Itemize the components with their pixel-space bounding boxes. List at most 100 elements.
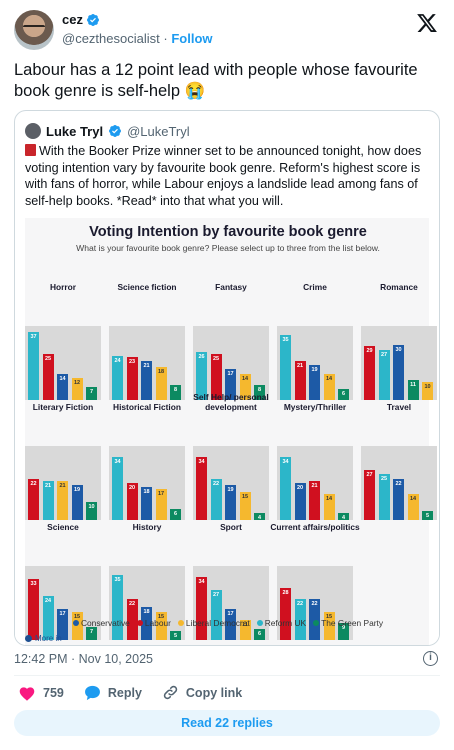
copy-link-button[interactable]: Copy link: [162, 684, 242, 701]
tweet-text: Labour has a 12 point lead with people w…: [14, 61, 418, 100]
chart-bar: 30: [393, 344, 404, 400]
reply-icon: [84, 685, 100, 700]
chart-bar: 18: [141, 486, 152, 520]
panel-title: Sport: [220, 521, 242, 532]
avatar[interactable]: [14, 10, 54, 50]
bar-value-label: 19: [227, 486, 234, 493]
chart-bar: 7: [86, 387, 97, 400]
legend-label: Reform UK: [264, 618, 307, 628]
bar-value-label: 15: [325, 614, 333, 621]
divider: [14, 675, 440, 676]
chart-bar: 19: [309, 364, 320, 400]
read-replies-button[interactable]: Read 22 replies: [14, 710, 440, 736]
bar-value-label: 21: [311, 483, 318, 490]
legend-item: Liberal Democrat: [177, 618, 250, 628]
chart-bar: 17: [225, 608, 236, 640]
panel-title: Fantasy: [215, 281, 247, 292]
chart-image[interactable]: Voting Intention by favourite book genre…: [15, 218, 439, 645]
bar-value-label: 22: [395, 481, 402, 488]
chart-panel: Romance 29 27 30 11 10: [361, 280, 437, 400]
timestamp[interactable]: 12:42 PM · Nov 10, 2025: [14, 652, 153, 666]
chart-bar: 7: [86, 627, 97, 640]
chart-bar: 11: [407, 379, 419, 400]
copy-link-label: Copy link: [185, 685, 243, 700]
author-name[interactable]: cez: [62, 12, 83, 27]
reply-button[interactable]: Reply: [84, 685, 142, 701]
panel-plot-area: 37 25 14 12 7: [25, 326, 101, 400]
chart-panel: Science 33 24 17 15 7: [25, 520, 101, 640]
bar-value-label: 23: [128, 359, 136, 366]
bar-value-label: 14: [325, 496, 333, 503]
chart-bar: 6: [338, 388, 349, 400]
bar-value-label: 20: [296, 485, 304, 491]
bar-value-label: 21: [296, 363, 304, 370]
bar-value-label: 25: [44, 355, 52, 362]
chart-bar: 26: [196, 351, 207, 400]
info-icon[interactable]: i: [423, 651, 438, 666]
reply-label: Reply: [107, 685, 142, 700]
chart-bar: 20: [294, 483, 306, 520]
quoted-author-handle: @LukeTryl: [127, 123, 190, 139]
bar-value-label: 34: [198, 459, 205, 466]
more-in-link[interactable]: More in: [25, 634, 62, 643]
chart-bar: 23: [126, 357, 138, 400]
x-logo-icon[interactable]: [416, 12, 438, 34]
bar-value-label: 15: [73, 614, 81, 621]
chart-bar: 6: [254, 628, 265, 640]
chart-bar: 35: [112, 575, 123, 640]
chart-bar: 19: [71, 484, 83, 520]
panel-title: Crime: [303, 281, 327, 292]
bar-value-label: 5: [425, 512, 430, 519]
panel-plot-area: 22 21 21 19 10: [25, 446, 101, 520]
bar-value-label: 14: [409, 496, 417, 503]
bar-value-label: 17: [227, 610, 234, 617]
panel-plot-area: 24 23 21 18 8: [109, 326, 185, 400]
chart-bar: 19: [225, 484, 236, 520]
bar-value-label: 17: [59, 610, 66, 617]
panel-title: Science: [47, 521, 79, 532]
bar-value-label: 29: [366, 348, 373, 355]
bar-value-label: 17: [157, 490, 165, 497]
chart-bar: 34: [112, 457, 123, 520]
chart-bar: 17: [155, 488, 167, 520]
chart-bar: 22: [126, 599, 138, 640]
chart-bar: 22: [309, 599, 320, 640]
bar-value-label: 21: [44, 483, 52, 490]
chart-panel: Current affairs/politics 28 22 22 15 9: [270, 520, 360, 640]
bar-value-label: 6: [257, 630, 262, 637]
panel-title: Self Help/ personal development: [193, 392, 269, 412]
quoted-tweet[interactable]: Luke Tryl @LukeTryl With the Booker Priz…: [14, 110, 440, 646]
chart-bar: 27: [364, 470, 375, 520]
chart-bar: 35: [280, 335, 291, 400]
bar-value-label: 18: [143, 608, 150, 615]
chart-panel: Crime 35 21 19 14 6: [277, 280, 353, 400]
chart-bar: 10: [86, 501, 97, 520]
panel-title: Science fiction: [117, 281, 177, 292]
chart-panel: History 35 22 18 15 5: [109, 520, 185, 640]
chart-panel: Science fiction 24 23 21 18 8: [109, 280, 185, 400]
legend-item: Labour: [136, 618, 171, 628]
bar-value-label: 30: [395, 346, 402, 353]
chart-bar: 34: [280, 457, 291, 520]
chart-bar: 21: [294, 361, 306, 400]
bar-value-label: 27: [380, 352, 388, 359]
author-handle[interactable]: @cezthesocialist: [62, 31, 160, 46]
bar-value-label: 22: [212, 481, 220, 488]
panel-plot-area: 26 25 17 14 8: [193, 326, 269, 400]
like-button[interactable]: 759: [18, 685, 64, 701]
panel-title: Mystery/Thriller: [283, 401, 347, 412]
chart-bar: 14: [57, 374, 68, 400]
panel-title: Travel: [386, 401, 412, 412]
legend-label: Liberal Democrat: [185, 618, 250, 628]
bar-value-label: 25: [212, 355, 220, 362]
follow-button[interactable]: Follow: [171, 31, 213, 46]
tweet-header: cez @cezthesocialist · Follow: [14, 10, 440, 52]
panel-title: Horror: [49, 281, 77, 292]
panel-title: Romance: [380, 281, 418, 292]
panel-title: Current affairs/politics: [270, 521, 360, 532]
bar-value-label: 14: [325, 376, 333, 383]
bar-value-label: 24: [114, 357, 121, 364]
bar-value-label: 22: [30, 481, 37, 488]
bar-value-label: 15: [157, 614, 165, 621]
chart-panel: Literary Fiction 22 21 21 19 10: [25, 400, 101, 520]
